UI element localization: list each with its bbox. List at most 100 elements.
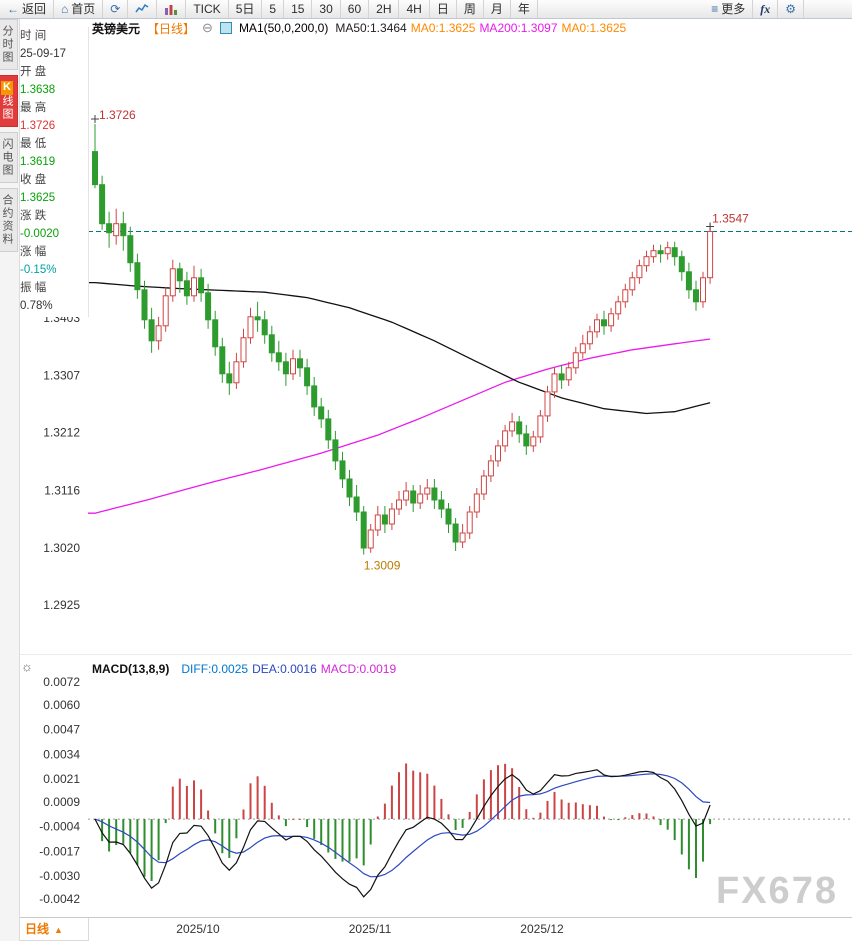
toolbar-5-button[interactable]: 5 [262, 0, 285, 18]
toolbar-home-button[interactable]: ⌂ 首页 [54, 0, 104, 18]
panel-divider [18, 654, 852, 655]
chart-title-bar: 英镑美元 【日线】 ⊖ MA1(50,0,200,0) MA50:1.3464 MA… [92, 20, 630, 36]
toolbar-more-label: 更多 [721, 1, 746, 16]
price-annotation: 1.3009 [364, 559, 401, 573]
info-label: 开 盘 [20, 66, 47, 78]
toolbar-week-button[interactable]: 周 [457, 0, 484, 18]
period-label: 【日线】 [147, 21, 196, 36]
info-label: 最 低 [20, 138, 47, 150]
info-value: 1.3638 [20, 84, 56, 96]
chart-type-tabs: 分时图 K线图闪电图合约资料 [0, 19, 20, 941]
ma-value: MA0:1.3625 [410, 21, 476, 35]
toolbar-line-chart-button[interactable] [128, 0, 158, 18]
gear-icon: ⚙ [785, 1, 796, 16]
candle-series [92, 124, 714, 555]
crosshair-marker [91, 115, 99, 124]
circle-minus-icon[interactable]: ⊖ [202, 20, 213, 35]
macd-title: MACD(13,8,9) [92, 662, 170, 676]
info-label: 振 幅 [20, 282, 47, 294]
price-axis-label: 1.3116 [44, 483, 80, 497]
x-axis-date-label: 2025/12 [520, 922, 564, 936]
diff-line [94, 769, 711, 898]
watermark: FX678 [716, 870, 838, 912]
price-annotation: 1.3726 [99, 108, 136, 122]
toolbar-tick-label: TICK [193, 1, 221, 16]
toolbar-fx-label: fx [760, 1, 771, 16]
crosshair-marker [706, 222, 715, 231]
toolbar-month-button[interactable]: 月 [484, 0, 511, 18]
toolbar-4h-label: 4H [406, 1, 422, 16]
macd-axis-label: 0.0021 [43, 772, 80, 786]
toolbar-day-button[interactable]: 日 [430, 0, 457, 18]
info-value: -0.15% [20, 264, 57, 276]
toolbar-month-label: 月 [490, 1, 503, 16]
toolbar-week-label: 周 [463, 1, 476, 16]
macd-value: MACD:0.0019 [320, 662, 397, 676]
toolbar-year-button[interactable]: 年 [511, 0, 538, 18]
price-axis-label: 1.3212 [43, 426, 80, 440]
toolbar-2h-label: 2H [376, 1, 392, 16]
toolbar-60-button[interactable]: 60 [341, 0, 370, 18]
info-value: 0.78% [20, 300, 53, 312]
toolbar-30-button[interactable]: 30 [312, 0, 341, 18]
chart-type-tab-kline[interactable]: K线图 [0, 75, 18, 127]
toolbar-5d-label: 5日 [235, 1, 255, 16]
toolbar-home-label: 首页 [71, 1, 96, 16]
price-axis-label: 1.3307 [43, 369, 80, 383]
toolbar-refresh-button[interactable]: ⟳ [103, 0, 129, 18]
toolbar-back-button[interactable]: ← 返回 [0, 0, 55, 18]
bottom-axis: 日线 ▲ 2025/10 2025/11 2025/12 [0, 917, 852, 941]
macd-axis-label: 0.0034 [43, 747, 80, 761]
ma-value: MA0:1.3625 [561, 21, 627, 35]
info-label: 涨 跌 [20, 210, 47, 222]
toolbar-5-label: 5 [269, 1, 277, 16]
ma200-line [88, 338, 711, 514]
macd-value: DEA:0.0016 [252, 662, 317, 676]
toolbar-tick-button[interactable]: TICK [186, 0, 229, 18]
bar-chart-icon [165, 5, 178, 15]
sun-icon[interactable]: ☼ [21, 659, 33, 674]
macd-axis-label: -0.0042 [39, 892, 80, 906]
toolbar-15-button[interactable]: 15 [284, 0, 313, 18]
x-axis-date-label: 2025/10 [176, 922, 220, 936]
toolbar: ← 返回 ⌂ 首页 ⟳ TICK 5日 5 15 30 60 2H 4H 日周月年 ≡ 更多 fx ⚙ [0, 0, 852, 19]
toolbar-settings-button[interactable]: ⚙ [778, 0, 804, 18]
chevron-up-icon: ▲ [54, 925, 63, 935]
macd-chart[interactable]: 0.0072 0.0060 0.0047 0.0034 0.0021 0.0009 -0.0… [18, 655, 852, 917]
info-value: 1.3625 [20, 192, 56, 204]
info-label: 涨 幅 [20, 246, 47, 258]
toolbar-30-label: 30 [319, 1, 333, 16]
macd-axis-label: -0.0004 [39, 820, 80, 834]
ma-value: MA50:1.3464 [335, 21, 407, 35]
toolbar-year-label: 年 [517, 1, 530, 16]
menu-icon: ≡ [711, 1, 719, 16]
chart-type-tab-time-share[interactable]: 分时图 [0, 19, 18, 70]
macd-axis-label: 0.0047 [43, 723, 80, 737]
toolbar-15-label: 15 [291, 1, 305, 16]
macd-axis-label: 0.0060 [43, 698, 80, 712]
ohlc-info-panel: 时 间 25-09-17 开 盘 1.3638 最 高 1.3726 最 低 1.3619 收 … [20, 27, 89, 317]
candlestick-chart[interactable]: 1.37261.35471.30091.34031.33071.32121.31… [18, 34, 852, 646]
macd-values: DIFF:0.0025 DEA:0.0016 MACD:0.0019 [181, 662, 400, 676]
ma-indicator-icon[interactable] [219, 22, 232, 34]
toolbar-more-button[interactable]: ≡ 更多 [704, 0, 754, 18]
macd-value: DIFF:0.0025 [181, 662, 249, 676]
macd-axis-label: 0.0072 [43, 675, 80, 689]
macd-axis-label: 0.0009 [43, 795, 80, 809]
x-axis-date-label: 2025/11 [348, 922, 392, 936]
refresh-icon: ⟳ [110, 1, 121, 16]
info-label: 收 盘 [20, 174, 47, 186]
toolbar-4h-button[interactable]: 4H [399, 0, 430, 18]
toolbar-fx-button[interactable]: fx [753, 0, 779, 18]
toolbar-bar-chart-button[interactable] [157, 0, 187, 18]
toolbar-2h-button[interactable]: 2H [369, 0, 400, 18]
toolbar-5d-button[interactable]: 5日 [229, 0, 263, 18]
period-tab-label: 日线 [25, 922, 50, 936]
chart-type-tab-contract[interactable]: 合约资料 [0, 188, 18, 252]
ma-value: MA200:1.3097 [479, 21, 558, 35]
chart-type-tab-flash[interactable]: 闪电图 [0, 132, 18, 183]
toolbar-60-label: 60 [347, 1, 362, 16]
info-label: 时 间 [20, 30, 47, 42]
price-annotation: 1.3547 [712, 212, 749, 226]
line-chart-icon [135, 3, 149, 13]
